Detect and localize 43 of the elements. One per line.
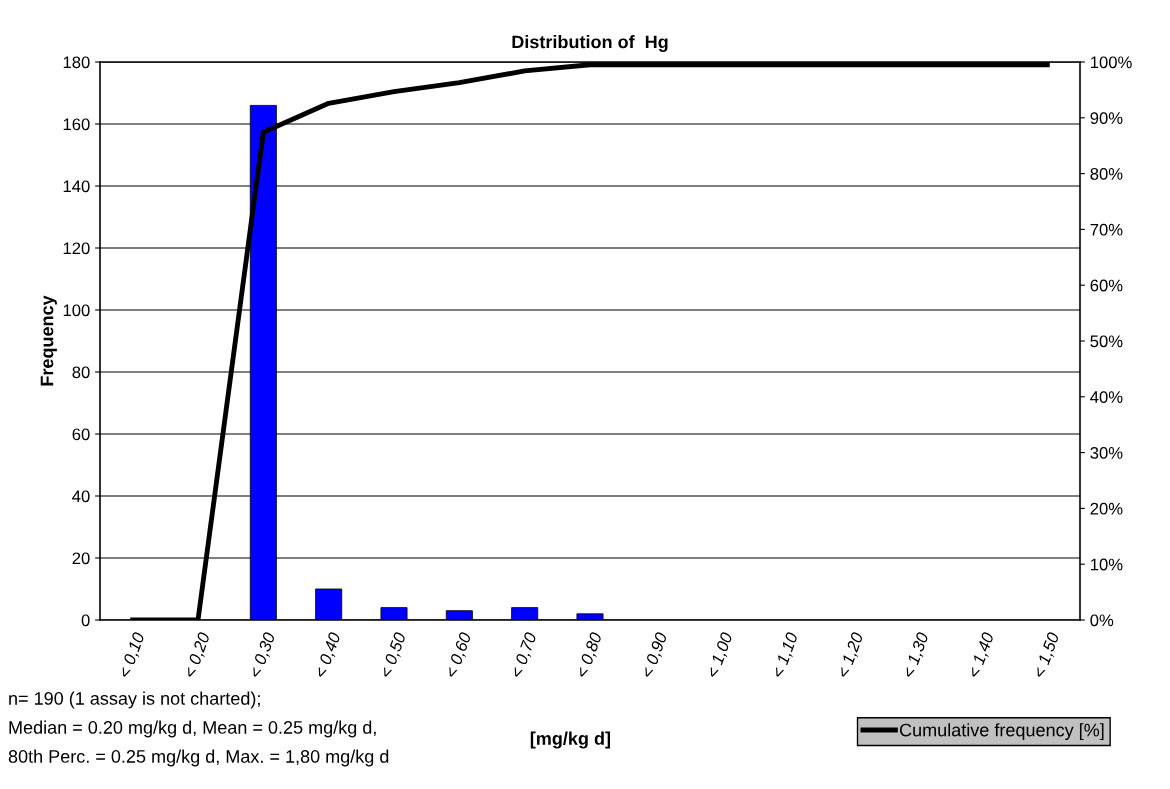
x-tick-label: < 0,40	[314, 631, 343, 679]
y2-tick-label: 10%	[1090, 558, 1123, 571]
y-tick-label: 60	[72, 428, 90, 441]
y2-tick-label: 40%	[1090, 391, 1123, 403]
x-tick-label: < 1,20	[836, 631, 866, 679]
y-axis-title: Frequency	[40, 295, 57, 386]
text: n= 190 (1 assay is not charted);	[9, 691, 260, 709]
x-tick-label: < 0,70	[510, 631, 539, 679]
x-tick-label: < 1,30	[902, 631, 931, 679]
y-tick-label: 20	[72, 552, 90, 565]
x-axis-title: [mg/kg d]	[530, 731, 611, 749]
y-tick-label: 100	[63, 304, 90, 317]
x-tick-label: < 0,30	[248, 631, 278, 679]
y2-tick-label: 30%	[1090, 447, 1123, 459]
y-tick-label: 120	[63, 242, 90, 255]
y-tick-label: 0	[81, 614, 90, 627]
text: Median = 0.20 mg/kg d, Mean = 0.25 mg/kg d,	[9, 720, 376, 738]
y-tick-label: 180	[63, 56, 90, 69]
y2-tick-label: 70%	[1090, 223, 1123, 236]
x-tick-label: < 0,20	[183, 631, 213, 679]
y2-tick-label: 50%	[1090, 335, 1123, 348]
x-tick-label: < 1,50	[1032, 631, 1062, 679]
x-tick-label: < 0,90	[640, 631, 670, 679]
y-tick-label: 40	[72, 490, 90, 503]
x-tick-label: < 0,10	[118, 631, 147, 679]
y2-tick-label: 60%	[1090, 279, 1123, 292]
x-tick-label: < 0,50	[379, 631, 409, 679]
y2-tick-label: 100%	[1090, 56, 1132, 69]
chart-title: Distribution of Hg	[512, 35, 668, 52]
text: 80th Perc. = 0.25 mg/kg d, Max. = 1,80 mg/kg d	[8, 749, 389, 767]
y-tick-label: 160	[63, 118, 90, 131]
y2-tick-label: 0%	[1090, 614, 1114, 627]
x-tick-label: < 1,00	[706, 631, 735, 679]
x-tick-label: < 0,60	[444, 631, 474, 679]
y2-tick-label: 90%	[1090, 112, 1123, 124]
x-tick-label: < 1,10	[771, 631, 801, 679]
x-tick-label: < 1,40	[967, 631, 997, 679]
y2-tick-label: 80%	[1090, 168, 1123, 180]
x-tick-label: < 0,80	[575, 631, 605, 679]
legend-label: Cumulative frequency [%]	[899, 723, 1104, 741]
y-tick-label: 140	[63, 180, 90, 193]
y-tick-label: 80	[72, 366, 90, 379]
y2-tick-label: 20%	[1090, 502, 1123, 515]
